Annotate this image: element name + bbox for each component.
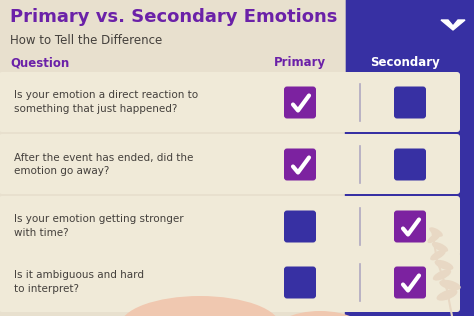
FancyBboxPatch shape — [0, 134, 460, 194]
Text: Primary vs. Secondary Emotions: Primary vs. Secondary Emotions — [10, 8, 337, 26]
Ellipse shape — [432, 242, 448, 252]
FancyBboxPatch shape — [394, 149, 426, 180]
FancyBboxPatch shape — [394, 87, 426, 118]
Polygon shape — [265, 0, 345, 80]
Text: Primary: Primary — [274, 56, 326, 69]
FancyBboxPatch shape — [284, 149, 316, 180]
Text: How to Tell the Difference: How to Tell the Difference — [10, 34, 162, 47]
Polygon shape — [453, 20, 465, 30]
Text: Question: Question — [10, 56, 69, 69]
Ellipse shape — [439, 280, 461, 290]
FancyBboxPatch shape — [284, 87, 316, 118]
Polygon shape — [395, 255, 465, 261]
FancyBboxPatch shape — [394, 210, 426, 242]
FancyBboxPatch shape — [0, 196, 460, 256]
Text: Is your emotion a direct reaction to
something that just happened?: Is your emotion a direct reaction to som… — [14, 90, 198, 114]
Ellipse shape — [430, 250, 446, 260]
Text: Secondary: Secondary — [370, 56, 440, 69]
Ellipse shape — [428, 233, 440, 243]
FancyBboxPatch shape — [284, 266, 316, 299]
Text: After the event has ended, did the
emotion go away?: After the event has ended, did the emoti… — [14, 153, 193, 177]
FancyBboxPatch shape — [284, 210, 316, 242]
Ellipse shape — [120, 296, 280, 316]
Ellipse shape — [435, 260, 454, 270]
Text: Is your emotion getting stronger
with time?: Is your emotion getting stronger with ti… — [14, 215, 183, 239]
Ellipse shape — [270, 311, 370, 316]
Ellipse shape — [437, 289, 457, 301]
Polygon shape — [441, 20, 453, 30]
FancyBboxPatch shape — [0, 252, 460, 312]
Text: Is it ambiguous and hard
to interpret?: Is it ambiguous and hard to interpret? — [14, 270, 144, 295]
FancyBboxPatch shape — [394, 266, 426, 299]
Ellipse shape — [429, 227, 443, 237]
Ellipse shape — [433, 270, 451, 281]
Polygon shape — [395, 193, 465, 199]
Polygon shape — [395, 131, 465, 137]
Polygon shape — [345, 0, 474, 316]
FancyBboxPatch shape — [0, 72, 460, 132]
